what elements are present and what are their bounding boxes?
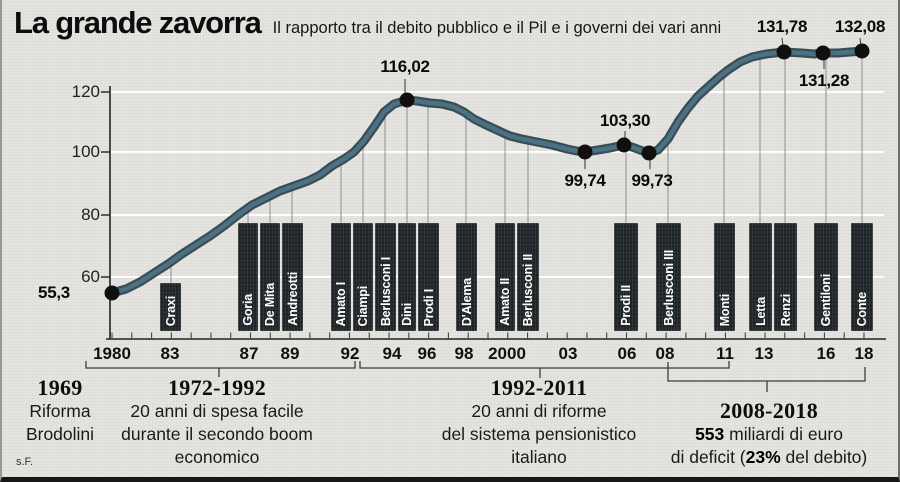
gov-bar-conte: Conte [851, 223, 873, 331]
credit-signature: s.F. [16, 456, 34, 468]
page-subtitle: Il rapporto tra il debito pubblico e il … [272, 19, 722, 37]
annotation-text: 20 anni di spesa facile [130, 401, 304, 421]
value-label-1980: 55,3 [38, 283, 70, 302]
annotation-text: Riforma [29, 401, 91, 421]
x-axis-ticks [111, 332, 865, 339]
gov-bar-de-mita: De Mita [260, 223, 280, 331]
gov-bar-prodi-i: Prodi I [418, 223, 439, 331]
gov-bar-berlusconi-ii: Berlusconi II [517, 223, 539, 331]
y-axis-ticks [101, 91, 110, 278]
x-tick-label: 18 [854, 344, 874, 363]
x-tick-label: 08 [655, 344, 675, 363]
annotation-bold: 553 [695, 424, 725, 444]
gov-bar-andreotti: Andreotti [282, 223, 303, 331]
x-tick-label: 96 [417, 344, 437, 363]
gov-bar-renzi: Renzi [774, 223, 797, 331]
y-tick-label-80: 80 [81, 205, 100, 224]
bar-leader-lines [170, 55, 863, 283]
gov-bar-letta: Letta [749, 223, 772, 331]
value-label-2016: 131,28 [798, 71, 850, 90]
value-label-2004: 99,74 [564, 171, 606, 190]
value-label-2014: 131,78 [756, 17, 808, 36]
gov-bar-gentiloni: Gentiloni [814, 223, 838, 331]
annotation-text: del sistema pensionistico [441, 424, 637, 444]
x-tick-label: 03 [558, 344, 578, 363]
data-dots [104, 43, 870, 301]
annotation-heading: 1972-1992 [167, 375, 267, 400]
x-tick-label: 11 [716, 344, 734, 363]
y-tick-label-120: 120 [71, 82, 100, 101]
value-label-2006: 103,30 [599, 111, 651, 130]
annotation-2008-2018: 2008-2018 553 miliardi di euro di defici… [654, 399, 884, 469]
annotation-1969: 1969 Riforma Brodolini [8, 376, 112, 446]
annotation-text: durante il secondo boom [121, 424, 313, 444]
annotation-text: 553 miliardi di euro [654, 423, 884, 446]
period-brackets [85, 361, 866, 392]
value-label-1995: 116,02 [380, 57, 430, 76]
annotation-text: economico [174, 447, 260, 467]
annotation-heading: 1969 [37, 375, 83, 400]
x-tick-label: 83 [160, 344, 180, 363]
value-label-2018: 132,08 [834, 17, 886, 36]
gov-bar-ciampi: Ciampi [353, 223, 373, 331]
gov-bar-prodi-ii: Prodi II [614, 223, 638, 331]
annotation-rest: del debito) [780, 447, 868, 467]
annotation-1992-2011: 1992-2011 20 anni di riforme del sistema… [426, 376, 652, 469]
x-tick-label: 94 [382, 344, 402, 363]
page-title: La grande zavorra [14, 5, 262, 40]
gov-bar-dalema: D'Alema [456, 223, 477, 331]
debt-line [107, 46, 869, 298]
x-tick-label: 2000 [488, 344, 526, 363]
annotation-1972-1992: 1972-1992 20 anni di spesa facile durant… [105, 376, 329, 469]
annotation-heading: 2008-2018 [719, 398, 819, 423]
annotation-rest: di deficit ( [670, 447, 746, 467]
annotation-text: Brodolini [25, 424, 95, 444]
gov-bar-monti: Monti [714, 223, 735, 331]
x-tick-label: 16 [816, 344, 836, 363]
gov-bar-craxi: Craxi [160, 283, 181, 331]
annotation-text: 20 anni di riforme [471, 401, 607, 421]
gov-bar-berlusconi-i: Berlusconi I [375, 223, 396, 331]
x-tick-label: 06 [617, 344, 637, 363]
annotation-rest: miliardi di euro [724, 424, 843, 444]
gov-bar-berlusconi-iii: Berlusconi III [656, 223, 681, 331]
x-tick-label: 89 [280, 344, 300, 363]
annotation-heading: 1992-2011 [490, 375, 588, 400]
y-tick-label-60: 60 [81, 267, 100, 286]
annotation-text: italiano [511, 447, 567, 467]
x-tick-label: 87 [239, 344, 259, 363]
value-label-leaders [404, 37, 862, 169]
annotation-bold: 23% [745, 447, 781, 467]
x-tick-label: 1980 [93, 344, 131, 363]
x-tick-label: 92 [340, 344, 360, 363]
x-tick-label: 98 [454, 344, 474, 363]
gov-bar-goria: Goria [238, 223, 258, 331]
x-tick-label: 13 [754, 344, 774, 363]
gov-bar-dini: Dini [398, 223, 416, 331]
gov-bar-amato-ii: Amato II [495, 223, 515, 331]
annotation-text: di deficit (23% del debito) [654, 446, 884, 469]
header: La grande zavorra Il rapporto tra il deb… [14, 5, 721, 41]
gov-bar-amato-i: Amato I [331, 223, 351, 331]
value-label-2007: 99,73 [631, 171, 673, 190]
y-tick-label-100: 100 [71, 142, 100, 161]
